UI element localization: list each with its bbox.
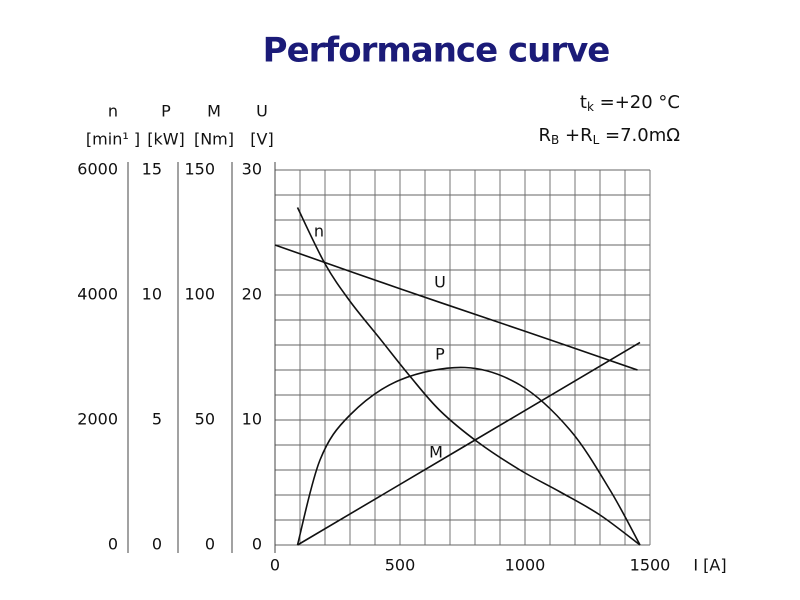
axis-unit: [Nm]: [194, 130, 234, 149]
annotation: tk =+20 °C: [580, 92, 680, 114]
axis-name: n: [108, 102, 118, 121]
y-tick-label: 20: [242, 285, 262, 304]
curve: [296, 207, 641, 546]
y-tick-label: 0: [108, 535, 118, 554]
annotation-part: L: [593, 133, 600, 147]
annotation-part: =+20 °C: [594, 92, 680, 113]
annotation-part: B: [551, 133, 559, 147]
y-tick-label: 5: [152, 410, 162, 429]
x-tick-label: 0: [270, 556, 280, 575]
curve: [296, 366, 641, 546]
curve: [297, 341, 641, 546]
y-tick-label: 0: [205, 535, 215, 554]
y-tick-label: 15: [142, 160, 162, 179]
axis-unit: [V]: [250, 130, 273, 149]
y-tick-label: 30: [242, 160, 262, 179]
y-tick-label: 100: [184, 285, 215, 304]
x-tick-label: 500: [385, 556, 416, 575]
x-axis-label: I [A]: [693, 556, 726, 575]
y-tick-label: 10: [242, 410, 262, 429]
annotation: RB +RL =7.0mΩ: [539, 125, 681, 147]
curve-label: U: [434, 273, 446, 292]
x-tick-label: 1000: [505, 556, 546, 575]
annotation-part: R: [539, 125, 552, 146]
curve-label: P: [435, 345, 445, 364]
y-tick-label: 50: [195, 410, 215, 429]
axis-unit: [kW]: [147, 130, 185, 149]
y-tick-label: 0: [152, 535, 162, 554]
annotation-part: =7.0mΩ: [599, 125, 680, 146]
y-tick-label: 4000: [77, 285, 118, 304]
axis-name: U: [256, 102, 268, 121]
annotation-part: +R: [559, 125, 592, 146]
y-tick-label: 6000: [77, 160, 118, 179]
y-tick-label: 10: [142, 285, 162, 304]
axis-unit: [min¹ ]: [86, 130, 140, 149]
axis-name: P: [161, 102, 171, 121]
y-tick-label: 150: [184, 160, 215, 179]
curve-label: M: [429, 443, 443, 462]
curve: [274, 244, 638, 371]
annotation-part: k: [587, 100, 594, 114]
y-tick-label: 0: [252, 535, 262, 554]
y-tick-label: 2000: [77, 410, 118, 429]
curve-label: n: [314, 222, 324, 241]
annotation-part: t: [580, 92, 587, 113]
x-tick-label: 1500: [630, 556, 671, 575]
axis-name: M: [207, 102, 221, 121]
chart-title: Performance curve: [263, 31, 610, 71]
